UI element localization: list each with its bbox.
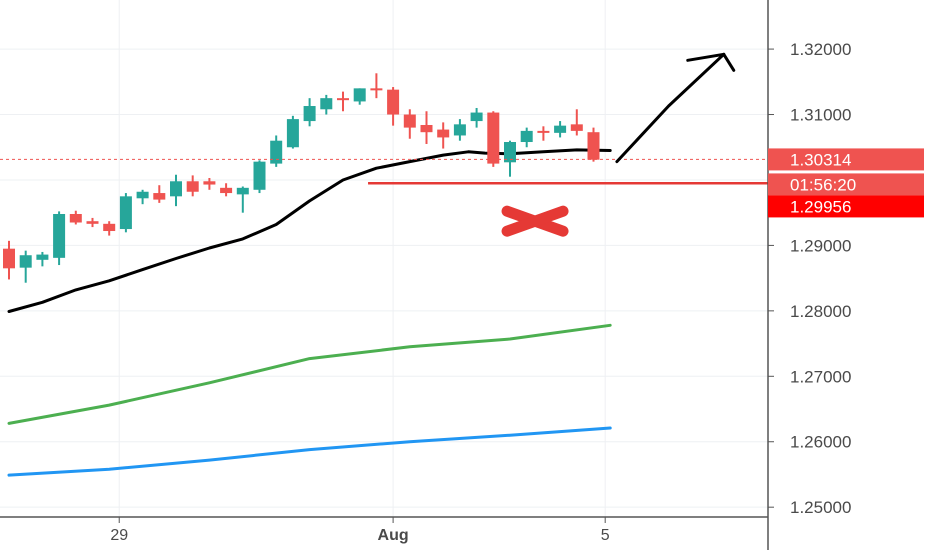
candle-body [153, 193, 166, 200]
candle-body [387, 89, 400, 115]
price-badges: 1.30314 01:56:20 1.29956 [768, 148, 924, 218]
candle-body [36, 254, 49, 260]
candle-body [253, 161, 266, 190]
candle-body [570, 124, 583, 131]
price-badge-label: 1.30314 [790, 150, 851, 169]
candle-body [420, 124, 433, 133]
candle-body [320, 98, 333, 110]
y-tick-label: 1.28000 [790, 302, 851, 321]
annotations [0, 52, 768, 237]
candle-body [170, 181, 182, 197]
y-tick-label: 1.27000 [790, 367, 851, 386]
candle-body [403, 114, 416, 128]
candle-body [487, 112, 500, 164]
candle-body [353, 88, 366, 102]
candle-body [537, 130, 550, 133]
candle-body [119, 196, 132, 230]
price-badge [768, 173, 924, 196]
ma-line [7, 323, 612, 425]
candle-body [203, 181, 216, 185]
time-axis-labels: 29 Aug 5 [110, 527, 609, 544]
candle-body [270, 140, 283, 164]
cross-marker [501, 205, 569, 237]
y-tick-label: 1.32000 [790, 40, 851, 59]
price-axis-labels: 1.320001.310001.300001.290001.280001.270… [790, 40, 851, 517]
candle-body [69, 213, 82, 223]
grid [0, 0, 768, 517]
price-badge-label: 01:56:20 [790, 175, 856, 194]
candle-body [504, 142, 516, 163]
x-tick-label: 5 [601, 527, 610, 544]
candle-body [286, 119, 299, 148]
candle-body [370, 88, 383, 91]
candle-body [337, 98, 349, 101]
candle-body [303, 106, 316, 122]
candle-body [186, 181, 199, 192]
candle-body [19, 255, 32, 268]
x-tick-label: Aug [378, 527, 409, 544]
moving-averages [7, 148, 612, 477]
price-badge [768, 195, 924, 218]
candles [3, 73, 600, 283]
forecast-arrow-head [686, 52, 736, 72]
candle-body [587, 132, 600, 160]
candle-body [437, 129, 450, 138]
candle-body [86, 221, 99, 224]
price-badge-label: 1.29956 [790, 197, 851, 216]
candle-body [103, 223, 116, 232]
candle-body [554, 125, 567, 133]
candle-body [220, 187, 233, 194]
candle-body [3, 248, 15, 269]
x-tick-label: 29 [110, 527, 128, 544]
axes [0, 0, 774, 550]
y-tick-label: 1.25000 [790, 498, 851, 517]
y-tick-label: 1.29000 [790, 236, 851, 255]
y-tick-label: 1.31000 [790, 106, 851, 125]
y-tick-label: 1.26000 [790, 433, 851, 452]
candle-body [236, 187, 249, 195]
candle-body [520, 130, 533, 143]
candle-body [53, 213, 66, 258]
price-badge [768, 148, 924, 171]
candle-body [136, 191, 149, 199]
forecast-arrow [615, 52, 726, 164]
candle-body [453, 124, 466, 136]
ma-line [7, 426, 612, 477]
candle-body [470, 112, 483, 122]
